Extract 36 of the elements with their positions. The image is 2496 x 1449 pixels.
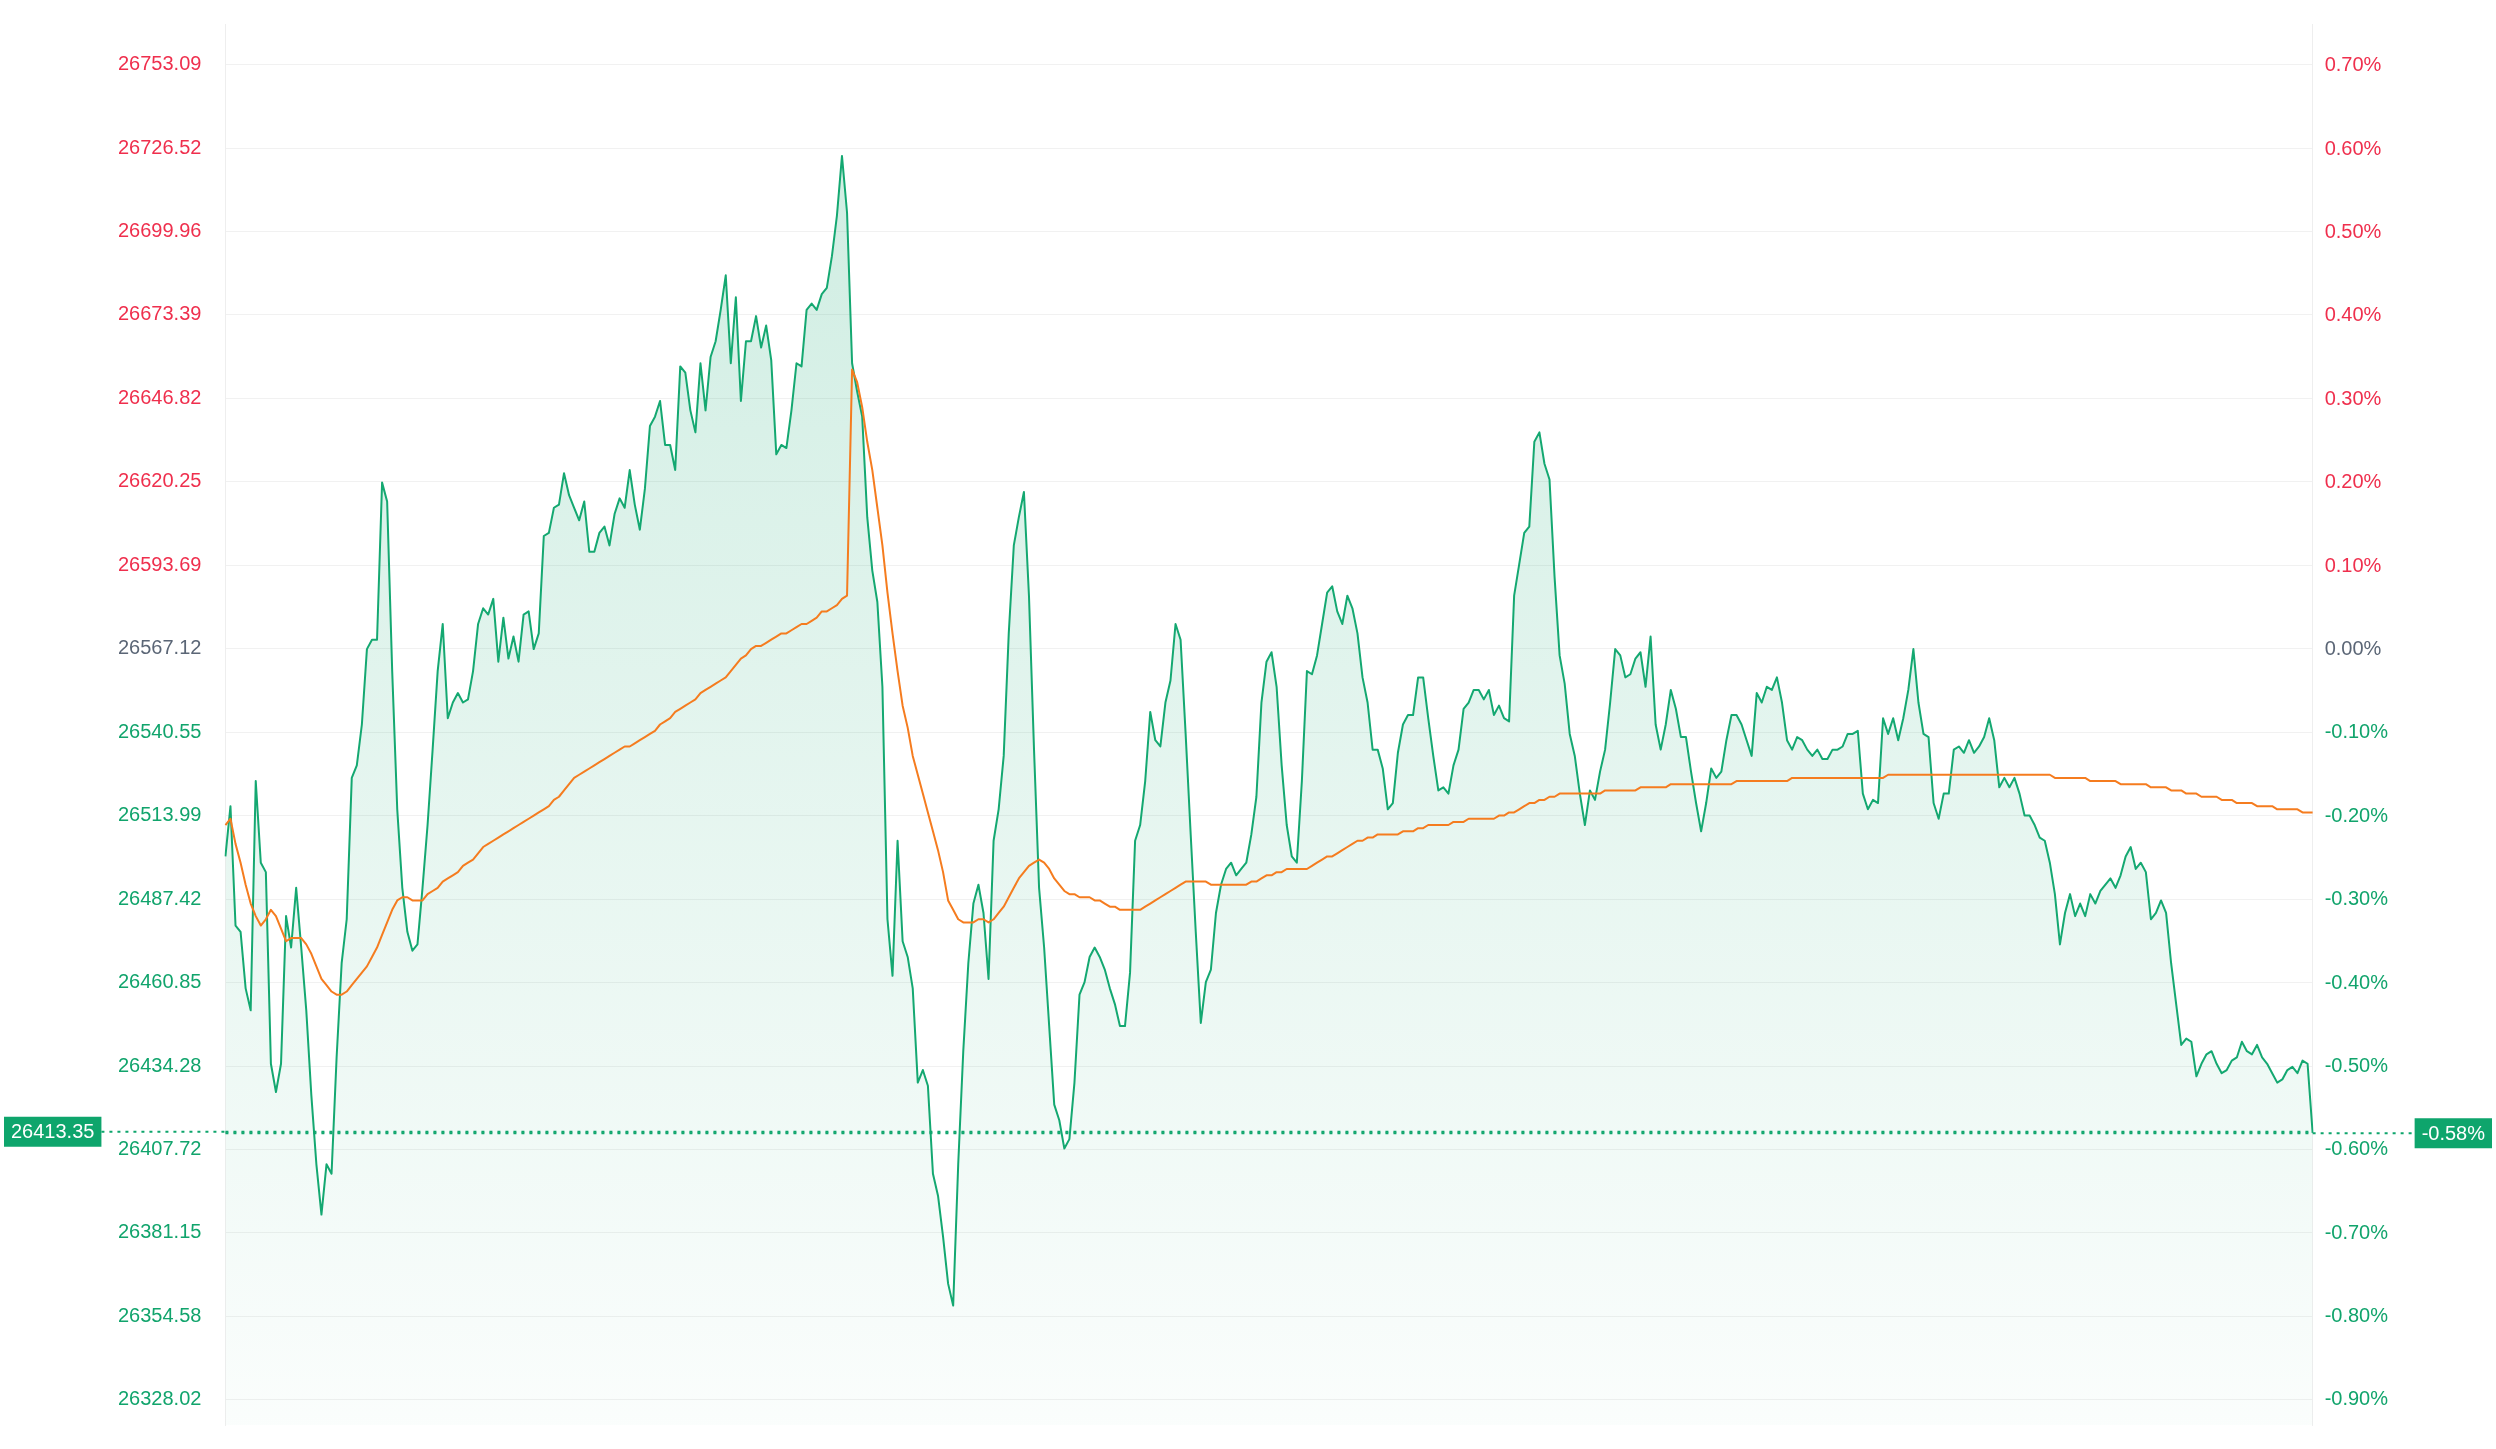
y2-tick-label: -0.70% (2324, 1220, 2389, 1243)
y2-tick-label: -0.90% (2324, 1387, 2389, 1410)
y2-tick-label: -0.50% (2324, 1053, 2389, 1076)
y-tick-label: 26513.99 (118, 803, 202, 826)
y2-tick-label: 0.20% (2324, 470, 2382, 493)
y-tick-label: 26753.09 (118, 52, 202, 75)
y2-tick-label: 0.10% (2324, 553, 2382, 576)
y-tick-label: 26487.42 (118, 886, 202, 909)
y-tick-label: 26567.12 (118, 636, 202, 659)
y2-tick-label: -0.80% (2324, 1304, 2389, 1327)
y2-tick-label: -0.40% (2324, 970, 2389, 993)
y-tick-label: 26328.02 (118, 1387, 202, 1410)
y-tick-label: 26593.69 (118, 552, 202, 575)
y2-tick-label: -0.10% (2324, 720, 2389, 743)
y2-tick-label: 0.40% (2324, 303, 2382, 326)
y-tick-label: 26540.55 (118, 719, 202, 742)
y-tick-label: 26673.39 (118, 302, 202, 325)
ref-line-label: 26413.35 (11, 1120, 95, 1143)
y2-tick-label: 0.70% (2324, 53, 2382, 76)
y-tick-label: 26354.58 (118, 1303, 202, 1326)
y2-tick-label: -0.30% (2324, 887, 2389, 910)
y-tick-label: 26460.85 (118, 970, 202, 993)
y2-tick-label: -0.60% (2324, 1137, 2389, 1160)
y-tick-label: 26726.52 (118, 135, 202, 158)
y2-tick-label: -0.20% (2324, 803, 2389, 826)
y-tick-label: 26699.96 (118, 218, 202, 241)
y-tick-label: 26646.82 (118, 385, 202, 408)
y-tick-label: 26407.72 (118, 1136, 202, 1159)
y2-tick-label: 0.60% (2324, 136, 2382, 159)
y2-tick-label: 0.30% (2324, 386, 2382, 409)
y2-tick-label: 0.00% (2324, 636, 2382, 659)
y-tick-label: 26620.25 (118, 469, 202, 492)
y-tick-label: 26381.15 (118, 1220, 202, 1243)
y-tick-label: 26434.28 (118, 1053, 202, 1076)
y2-tick-label: 0.50% (2324, 220, 2382, 242)
ref-line-label: -0.58% (2421, 1121, 2486, 1144)
